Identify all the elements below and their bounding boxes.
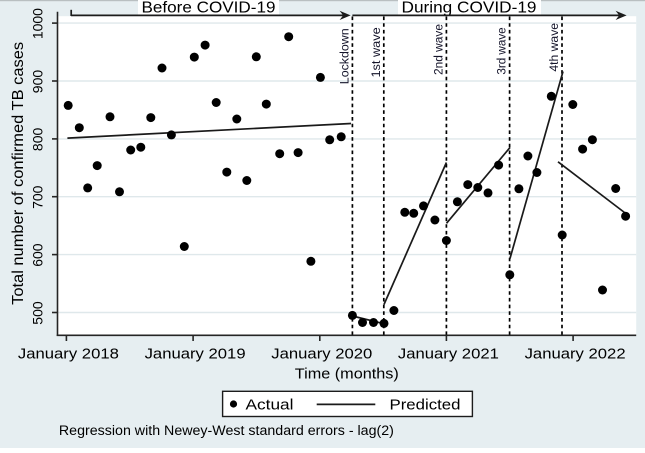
svg-text:1st wave: 1st wave: [369, 27, 383, 77]
svg-text:1000: 1000: [29, 8, 45, 39]
svg-text:January 2022: January 2022: [525, 346, 626, 363]
svg-text:Predicted: Predicted: [390, 396, 461, 413]
svg-text:Total number of confirmed TB c: Total number of confirmed TB cases: [10, 42, 27, 305]
svg-text:4th wave: 4th wave: [547, 23, 561, 72]
svg-text:Time (months): Time (months): [295, 366, 399, 383]
svg-text:500: 500: [29, 301, 45, 325]
svg-text:Before COVID-19: Before COVID-19: [142, 0, 276, 17]
svg-text:2nd wave: 2nd wave: [431, 24, 445, 75]
svg-text:Actual: Actual: [246, 396, 294, 413]
svg-text:Lockdown: Lockdown: [337, 28, 351, 84]
svg-text:3rd wave: 3rd wave: [495, 27, 509, 74]
svg-text:700: 700: [29, 185, 45, 209]
svg-text:January 2018: January 2018: [18, 346, 119, 363]
svg-text:800: 800: [29, 128, 45, 152]
svg-text:January 2021: January 2021: [398, 346, 499, 363]
svg-text:900: 900: [29, 70, 45, 94]
svg-text:January 2020: January 2020: [271, 346, 372, 363]
svg-text:600: 600: [29, 243, 45, 267]
svg-text:During COVID-19: During COVID-19: [402, 0, 537, 17]
svg-text:Regression with Newey-West sta: Regression with Newey-West standard erro…: [59, 423, 394, 438]
svg-text:January 2019: January 2019: [145, 346, 246, 363]
